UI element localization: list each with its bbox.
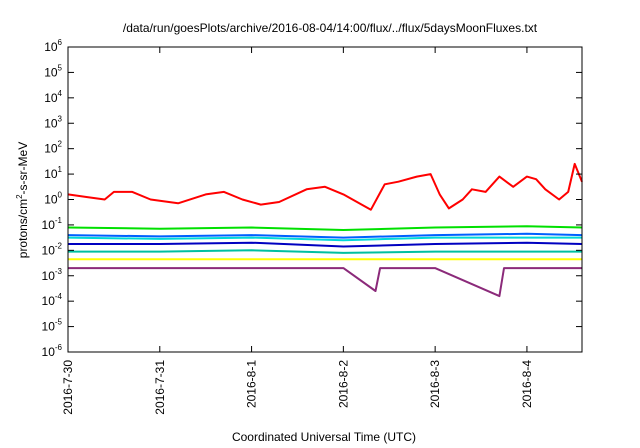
x-tick-label: 2016-7-31 — [153, 360, 167, 415]
series-line-2 — [67, 236, 582, 242]
y-tick-label: 105 — [44, 63, 62, 79]
series-line-0 — [67, 162, 583, 211]
y-tick-label: 101 — [44, 165, 62, 181]
x-axis: 2016-7-30 2016-7-31 2016-8-1 2016-8-2 2016-8… — [61, 47, 534, 415]
y-tick-label: 100 — [44, 191, 62, 207]
series-line-1 — [67, 225, 583, 231]
series-line-5 — [68, 249, 582, 254]
x-tick-label: 2016-8-1 — [245, 360, 259, 408]
y-tick-label: 10-1 — [42, 216, 63, 232]
y-axis-label: protons/cm2-s-sr-MeV — [15, 142, 30, 258]
y-tick-label: 10-3 — [42, 267, 63, 283]
x-tick-label: 2016-8-4 — [520, 360, 534, 408]
x-axis-label: Coordinated Universal Time (UTC) — [232, 430, 416, 444]
y-tick-label: 10-4 — [42, 292, 63, 308]
y-tick-label: 10-6 — [42, 343, 63, 359]
y-tick-label: 103 — [44, 114, 62, 130]
y-tick-label: 104 — [44, 89, 62, 105]
series-line-4 — [68, 241, 583, 248]
x-tick-label: 2016-8-3 — [428, 360, 442, 408]
y-tick-label: 10-2 — [42, 241, 63, 257]
x-tick-label: 2016-8-2 — [336, 360, 350, 408]
plot-frame — [67, 46, 583, 353]
y-axis: 10-6 10-5 10-4 10-3 10-2 10-1 100 101 102 103 104 1… — [42, 38, 582, 359]
y-tick-label: 106 — [44, 38, 62, 54]
series-line-3 — [67, 232, 583, 239]
chart-title: /data/run/goesPlots/archive/2016-08-04/1… — [123, 21, 538, 35]
y-tick-label: 102 — [44, 140, 62, 156]
y-tick-label: 10-5 — [42, 318, 63, 334]
series-group — [67, 162, 583, 298]
series-line-7 — [68, 267, 582, 298]
x-tick-label: 2016-7-30 — [61, 360, 75, 415]
